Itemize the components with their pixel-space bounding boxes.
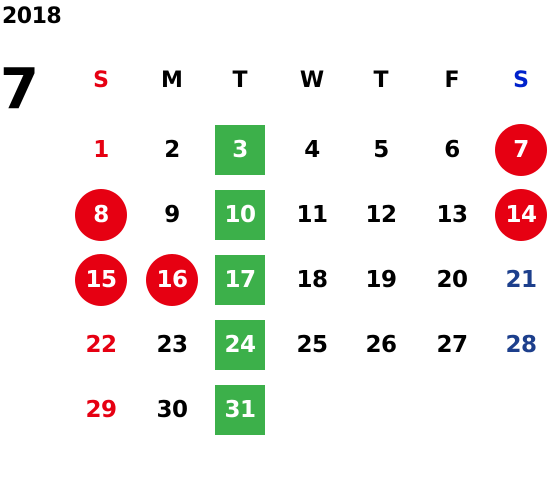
day-cell-16[interactable]: 16 [146,254,198,306]
day-cell-11[interactable]: 11 [296,202,328,228]
day-cell-6[interactable]: 6 [444,137,460,163]
day-cell-13[interactable]: 13 [436,202,468,228]
day-cell-7[interactable]: 7 [495,124,547,176]
day-cell-4[interactable]: 4 [304,137,320,163]
weekday-wed: W [299,68,325,93]
day-cell-29[interactable]: 29 [85,397,117,423]
day-cell-17[interactable]: 17 [215,255,265,305]
year-label: 2018 [2,4,62,29]
day-cell-25[interactable]: 25 [296,332,328,358]
day-cell-27[interactable]: 27 [436,332,468,358]
day-cell-28[interactable]: 28 [505,332,537,358]
day-cell-23[interactable]: 23 [156,332,188,358]
day-cell-19[interactable]: 19 [365,267,397,293]
day-cell-5[interactable]: 5 [373,137,389,163]
day-cell-1[interactable]: 1 [93,137,109,163]
weekday-fri: F [444,68,460,93]
day-cell-26[interactable]: 26 [365,332,397,358]
weekday-tue: T [232,68,248,93]
weekday-sat: S [513,68,529,93]
day-cell-21[interactable]: 21 [505,267,537,293]
weekday-mon: M [161,68,183,93]
day-cell-14[interactable]: 14 [495,189,547,241]
day-cell-15[interactable]: 15 [75,254,127,306]
day-cell-30[interactable]: 30 [156,397,188,423]
day-cell-22[interactable]: 22 [85,332,117,358]
day-cell-9[interactable]: 9 [164,202,180,228]
weekday-thu: T [373,68,389,93]
day-cell-31[interactable]: 31 [215,385,265,435]
day-cell-20[interactable]: 20 [436,267,468,293]
month-label: 7 [0,57,39,122]
day-cell-2[interactable]: 2 [164,137,180,163]
day-cell-18[interactable]: 18 [296,267,328,293]
day-cell-10[interactable]: 10 [215,190,265,240]
day-cell-12[interactable]: 12 [365,202,397,228]
day-cell-3[interactable]: 3 [215,125,265,175]
day-cell-24[interactable]: 24 [215,320,265,370]
day-cell-8[interactable]: 8 [75,189,127,241]
weekday-sun: S [93,68,109,93]
